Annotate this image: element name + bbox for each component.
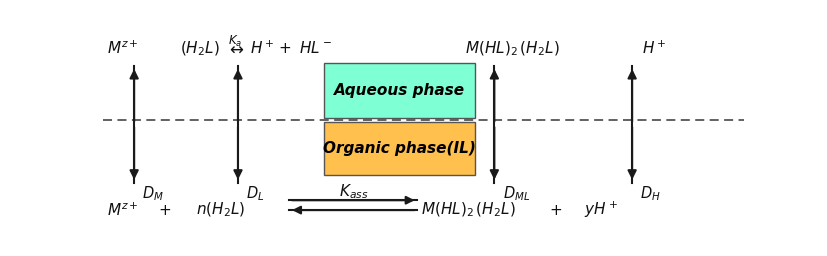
Text: $+$: $+$ — [158, 202, 171, 218]
Text: $HL^-$: $HL^-$ — [299, 40, 332, 57]
Text: $+$: $+$ — [278, 41, 291, 56]
Text: $H^+$: $H^+$ — [250, 40, 274, 57]
Text: $+$: $+$ — [549, 202, 562, 218]
FancyBboxPatch shape — [324, 63, 475, 119]
Text: $M(HL)_2\,(H_2L)$: $M(HL)_2\,(H_2L)$ — [421, 201, 515, 219]
Text: $n(H_2L)$: $n(H_2L)$ — [196, 201, 246, 219]
Text: $(H_2L)$: $(H_2L)$ — [180, 39, 220, 58]
Text: $\mathit{D}_{L}$: $\mathit{D}_{L}$ — [246, 185, 265, 203]
Text: $M(HL)_2\,(H_2L)$: $M(HL)_2\,(H_2L)$ — [466, 39, 560, 58]
Text: $yH^+$: $yH^+$ — [584, 200, 618, 220]
Text: $M^{z+}$: $M^{z+}$ — [107, 40, 138, 57]
Text: $M^{z+}$: $M^{z+}$ — [107, 201, 138, 219]
Text: Aqueous phase: Aqueous phase — [334, 83, 466, 98]
Text: $K_{ass}$: $K_{ass}$ — [338, 182, 368, 201]
Text: Organic phase(IL): Organic phase(IL) — [323, 141, 476, 156]
Text: $\mathit{D}_{M}$: $\mathit{D}_{M}$ — [142, 185, 165, 203]
Text: $H^+$: $H^+$ — [642, 40, 667, 57]
FancyBboxPatch shape — [324, 122, 475, 175]
Text: $K_a$: $K_a$ — [228, 34, 242, 49]
Text: $\mathit{D}_{H}$: $\mathit{D}_{H}$ — [640, 185, 661, 203]
Text: $\mathit{D}_{{ML}}$: $\mathit{D}_{{ML}}$ — [503, 185, 530, 203]
Text: $\leftrightarrow$: $\leftrightarrow$ — [227, 39, 245, 57]
